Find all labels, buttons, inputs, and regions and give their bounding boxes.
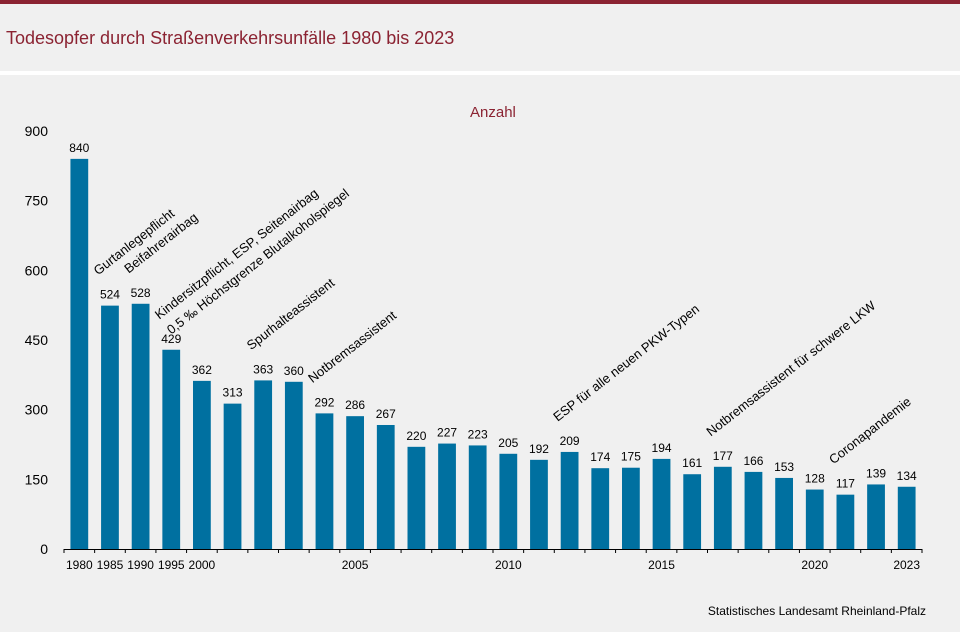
bar-value-label: 174 xyxy=(590,450,610,464)
header-separator xyxy=(0,71,960,75)
bar xyxy=(70,158,89,549)
x-tick-label: 2005 xyxy=(342,558,369,572)
y-tick-label: 300 xyxy=(25,402,49,418)
x-tick-label: 1995 xyxy=(158,558,185,572)
bar xyxy=(162,349,181,549)
bar-value-label: 360 xyxy=(284,364,304,378)
bar-value-label: 223 xyxy=(468,427,488,441)
event-annotation: ESP für alle neuen PKW-Typen xyxy=(550,301,702,424)
bar xyxy=(468,445,487,549)
x-tick-label: 2020 xyxy=(801,558,828,572)
bar xyxy=(254,380,273,549)
bar xyxy=(346,416,364,549)
bar xyxy=(499,453,518,549)
bar xyxy=(622,467,640,549)
bar xyxy=(591,468,610,549)
bar-value-label: 192 xyxy=(529,442,549,456)
event-annotation: Notbremsassistent für schwere LKW xyxy=(703,297,878,439)
bar-value-label: 209 xyxy=(560,434,580,448)
bar-value-label: 161 xyxy=(682,456,702,470)
bar xyxy=(805,489,824,549)
bar xyxy=(652,458,671,549)
page-title: Todesopfer durch Straßenverkehrsunfälle … xyxy=(6,28,455,48)
bar xyxy=(530,459,548,549)
bar xyxy=(407,446,426,549)
bar xyxy=(376,424,395,549)
bar-value-label: 524 xyxy=(100,288,120,302)
y-tick-label: 600 xyxy=(25,262,49,278)
bar-value-label: 177 xyxy=(713,449,733,463)
bar-value-label: 267 xyxy=(376,407,396,421)
bar xyxy=(897,486,916,549)
bar xyxy=(315,413,334,549)
bar xyxy=(438,443,456,549)
bar-value-label: 286 xyxy=(345,398,365,412)
x-tick-label: 2023 xyxy=(893,558,920,572)
event-annotation: Spurhalteassistent xyxy=(244,275,338,353)
bar-value-label: 153 xyxy=(774,460,794,474)
bar-value-label: 117 xyxy=(836,477,855,491)
bar xyxy=(683,474,702,549)
y-axis-unit-label: Anzahl xyxy=(470,104,516,121)
y-tick-label: 750 xyxy=(25,193,49,209)
x-tick-label: 1990 xyxy=(127,558,154,572)
bar xyxy=(775,477,793,549)
y-tick-label: 450 xyxy=(25,332,49,348)
x-tick-label: 2015 xyxy=(648,558,675,572)
bar-value-label: 128 xyxy=(805,472,825,486)
event-annotation: 0,5 ‰ Höchstgrenze Blutalkoholspiegel xyxy=(164,186,352,338)
bar xyxy=(836,494,855,549)
bar xyxy=(131,303,150,549)
bar xyxy=(867,484,885,549)
x-tick-label: 2010 xyxy=(495,558,522,572)
y-tick-label: 0 xyxy=(40,541,48,557)
x-tick-label: 1980 xyxy=(66,558,93,572)
bar xyxy=(223,403,242,549)
top-accent-bar xyxy=(0,0,960,4)
bar-value-label: 194 xyxy=(652,441,672,455)
bar-value-label: 166 xyxy=(743,454,763,468)
y-tick-label: 900 xyxy=(25,123,49,139)
bar-value-label: 227 xyxy=(437,426,457,440)
event-annotation: Notbremsassistent xyxy=(305,307,399,385)
bar-value-label: 139 xyxy=(866,466,886,480)
bar-value-label: 292 xyxy=(314,395,334,409)
bar xyxy=(101,305,119,549)
event-annotation: Coronapandemie xyxy=(826,394,914,467)
bar-value-label: 362 xyxy=(192,363,212,377)
bar-value-label: 175 xyxy=(621,450,641,464)
bar xyxy=(744,471,763,549)
bar-value-label: 220 xyxy=(406,429,426,443)
x-tick-label: 2000 xyxy=(189,558,216,572)
x-tick-label: 1985 xyxy=(97,558,124,572)
bar-value-label: 840 xyxy=(69,141,89,155)
bar xyxy=(560,451,579,549)
bar-value-label: 528 xyxy=(131,286,151,300)
bar-value-label: 134 xyxy=(897,469,917,483)
bar-value-label: 429 xyxy=(161,332,181,346)
bar xyxy=(284,381,303,549)
bar xyxy=(193,380,211,549)
bar-value-label: 363 xyxy=(253,362,273,376)
bar-value-label: 313 xyxy=(223,386,243,400)
bar xyxy=(713,466,732,549)
bar-value-label: 205 xyxy=(498,436,518,450)
source-credit: Statistisches Landesamt Rheinland-Pfalz xyxy=(707,604,926,618)
y-tick-label: 150 xyxy=(25,471,49,487)
